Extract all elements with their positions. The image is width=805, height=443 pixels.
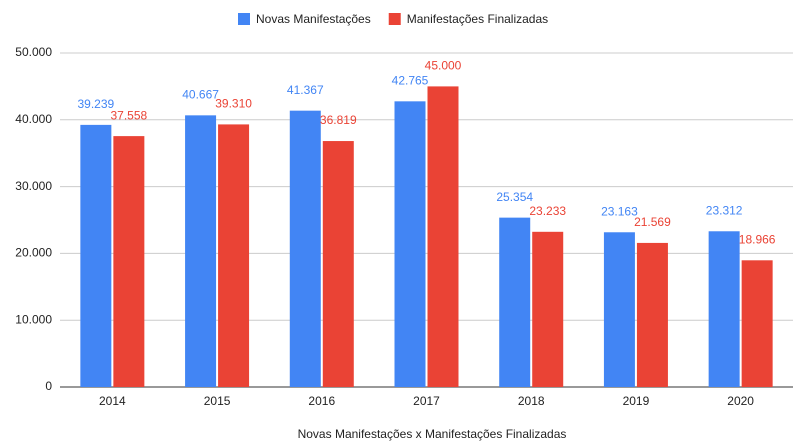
legend-label: Novas Manifestações: [256, 12, 371, 26]
x-tick-label: 2018: [518, 394, 545, 408]
x-tick-label: 2017: [413, 394, 440, 408]
bar: [741, 260, 773, 387]
bar: [80, 124, 112, 387]
bar: [427, 86, 459, 388]
data-label: 39.310: [215, 97, 252, 111]
bar: [322, 141, 354, 387]
y-tick-label: 40.000: [15, 112, 52, 126]
x-axis-title: Novas Manifestações x Manifestações Fina…: [298, 427, 567, 441]
data-label: 18.966: [739, 232, 776, 246]
x-tick-label: 2014: [99, 394, 126, 408]
bar: [113, 136, 145, 387]
data-label: 40.667: [182, 88, 219, 102]
bar: [708, 231, 740, 387]
x-tick-label: 2019: [623, 394, 650, 408]
bar: [499, 217, 531, 387]
data-label: 25.354: [496, 190, 533, 204]
legend-swatch: [388, 13, 401, 25]
bar: [636, 242, 668, 387]
bar: [289, 110, 321, 387]
data-label: 42.765: [392, 74, 429, 88]
bar: [218, 124, 250, 387]
data-label: 37.558: [111, 108, 148, 122]
legend-swatch: [238, 13, 250, 25]
data-label: 39.239: [78, 97, 115, 111]
x-tick-label: 2016: [308, 394, 335, 408]
data-label: 23.312: [706, 203, 743, 217]
data-label: 45.000: [425, 59, 462, 73]
y-tick-label: 0: [45, 379, 52, 393]
bar: [532, 231, 564, 387]
bar: [603, 232, 635, 387]
x-tick-label: 2015: [204, 394, 231, 408]
y-tick-label: 30.000: [15, 179, 52, 193]
x-tick-label: 2020: [727, 394, 754, 408]
legend-label: Manifestações Finalizadas: [407, 12, 548, 26]
data-label: 23.163: [601, 204, 638, 218]
y-tick-label: 10.000: [15, 312, 52, 326]
y-tick-label: 50.000: [15, 45, 52, 59]
bar: [394, 101, 426, 387]
data-label: 36.819: [320, 113, 357, 127]
data-label: 23.233: [529, 204, 566, 218]
bar: [185, 115, 217, 388]
data-label: 21.569: [634, 215, 671, 229]
y-tick-label: 20.000: [15, 246, 52, 260]
data-label: 41.367: [287, 83, 324, 97]
